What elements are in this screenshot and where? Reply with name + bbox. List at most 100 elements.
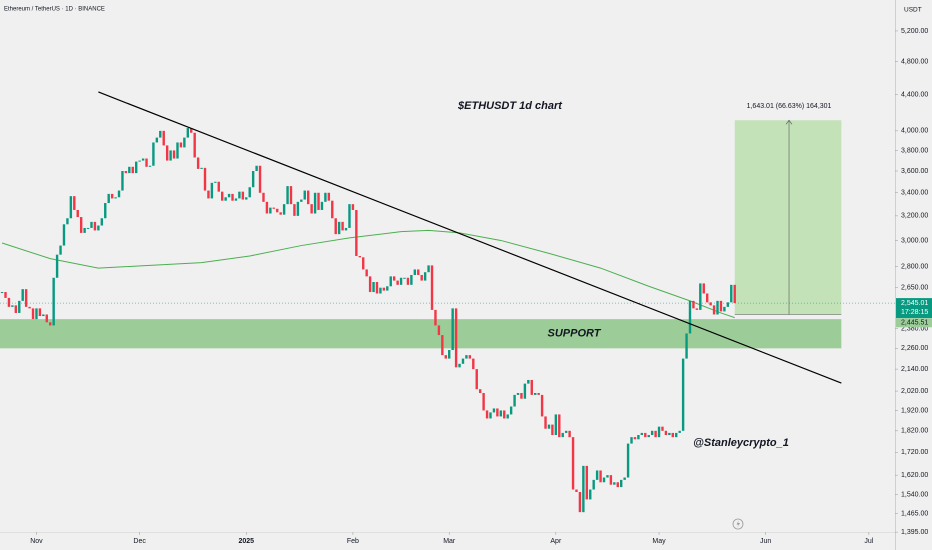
candle [537, 392, 540, 395]
candle [413, 269, 417, 275]
candle [448, 350, 451, 359]
candle [344, 227, 348, 231]
candle [141, 158, 145, 161]
candle [162, 130, 165, 146]
candle [179, 142, 183, 148]
candle [362, 257, 365, 270]
candle [11, 305, 14, 307]
y-tick-label: 3,600.00 [901, 168, 928, 175]
x-tick-label: Nov [30, 538, 43, 545]
candle [423, 272, 427, 281]
candle [554, 414, 558, 436]
candle [110, 193, 114, 199]
candle [172, 150, 176, 159]
candle [513, 394, 516, 407]
y-tick-label: 3,200.00 [901, 213, 928, 220]
candle [131, 166, 134, 174]
candle [626, 443, 630, 478]
candle [647, 435, 650, 438]
candle [341, 221, 344, 231]
candle [193, 132, 196, 158]
candle [613, 482, 616, 485]
x-tick-label: Jun [760, 538, 771, 545]
candle [417, 269, 420, 275]
y-tick-label: 5,200.00 [901, 28, 928, 35]
candle [107, 193, 110, 203]
candle [238, 191, 241, 199]
candle [0, 292, 4, 294]
candle [245, 197, 248, 200]
candle [609, 475, 613, 485]
candle [616, 482, 619, 488]
chart-title: Ethereum / TetherUS · 1D · BINANCE [4, 7, 105, 13]
candle [234, 198, 238, 201]
candle [561, 432, 564, 438]
support-label: SUPPORT [548, 328, 602, 340]
candle [437, 325, 441, 336]
candle [368, 276, 372, 293]
candle [499, 410, 503, 417]
candle [28, 306, 31, 309]
candle [90, 221, 93, 228]
candle [62, 224, 66, 246]
candle [286, 186, 289, 205]
candle [21, 289, 24, 301]
candle [702, 283, 705, 294]
candle [320, 201, 324, 210]
candle [688, 300, 692, 334]
candle [337, 221, 341, 235]
candle [441, 335, 444, 356]
candle [527, 379, 530, 384]
candle [14, 305, 18, 313]
candle [358, 255, 361, 258]
candle [303, 190, 306, 200]
candle [661, 426, 664, 431]
candle [334, 218, 337, 235]
candle [489, 412, 492, 419]
candle [396, 280, 399, 285]
candle [578, 491, 582, 513]
y-tick-label: 1,395.00 [901, 529, 928, 536]
candle [551, 424, 554, 436]
candle [382, 287, 386, 291]
candle [282, 204, 286, 215]
candle [482, 392, 485, 411]
candle [124, 171, 128, 174]
candle [214, 181, 217, 183]
candle [637, 435, 640, 440]
candle [241, 191, 245, 200]
candle [317, 192, 320, 210]
candle [654, 430, 657, 438]
candle [138, 160, 141, 162]
candle [705, 293, 709, 303]
candle [207, 190, 210, 199]
candle [458, 363, 461, 368]
y-tick-label: 1,920.00 [901, 407, 928, 414]
candle [24, 289, 28, 307]
candle [410, 274, 413, 285]
candle [520, 392, 523, 399]
candle [231, 193, 234, 201]
candle [327, 192, 331, 201]
candle [650, 430, 654, 436]
candle [620, 479, 623, 488]
candle [719, 300, 723, 312]
candle [668, 432, 671, 436]
candle [630, 437, 633, 444]
candle [386, 286, 389, 291]
candle [571, 437, 575, 490]
candle [406, 277, 410, 285]
moving-average [1, 229, 735, 319]
candle [42, 314, 45, 317]
candle [468, 355, 472, 359]
candle [86, 227, 90, 229]
candle [296, 201, 300, 216]
candle [444, 355, 447, 359]
candle [427, 265, 430, 273]
candle [145, 158, 148, 167]
candle [227, 193, 231, 198]
candle [159, 130, 162, 138]
candle [657, 426, 661, 438]
candle [69, 196, 73, 219]
